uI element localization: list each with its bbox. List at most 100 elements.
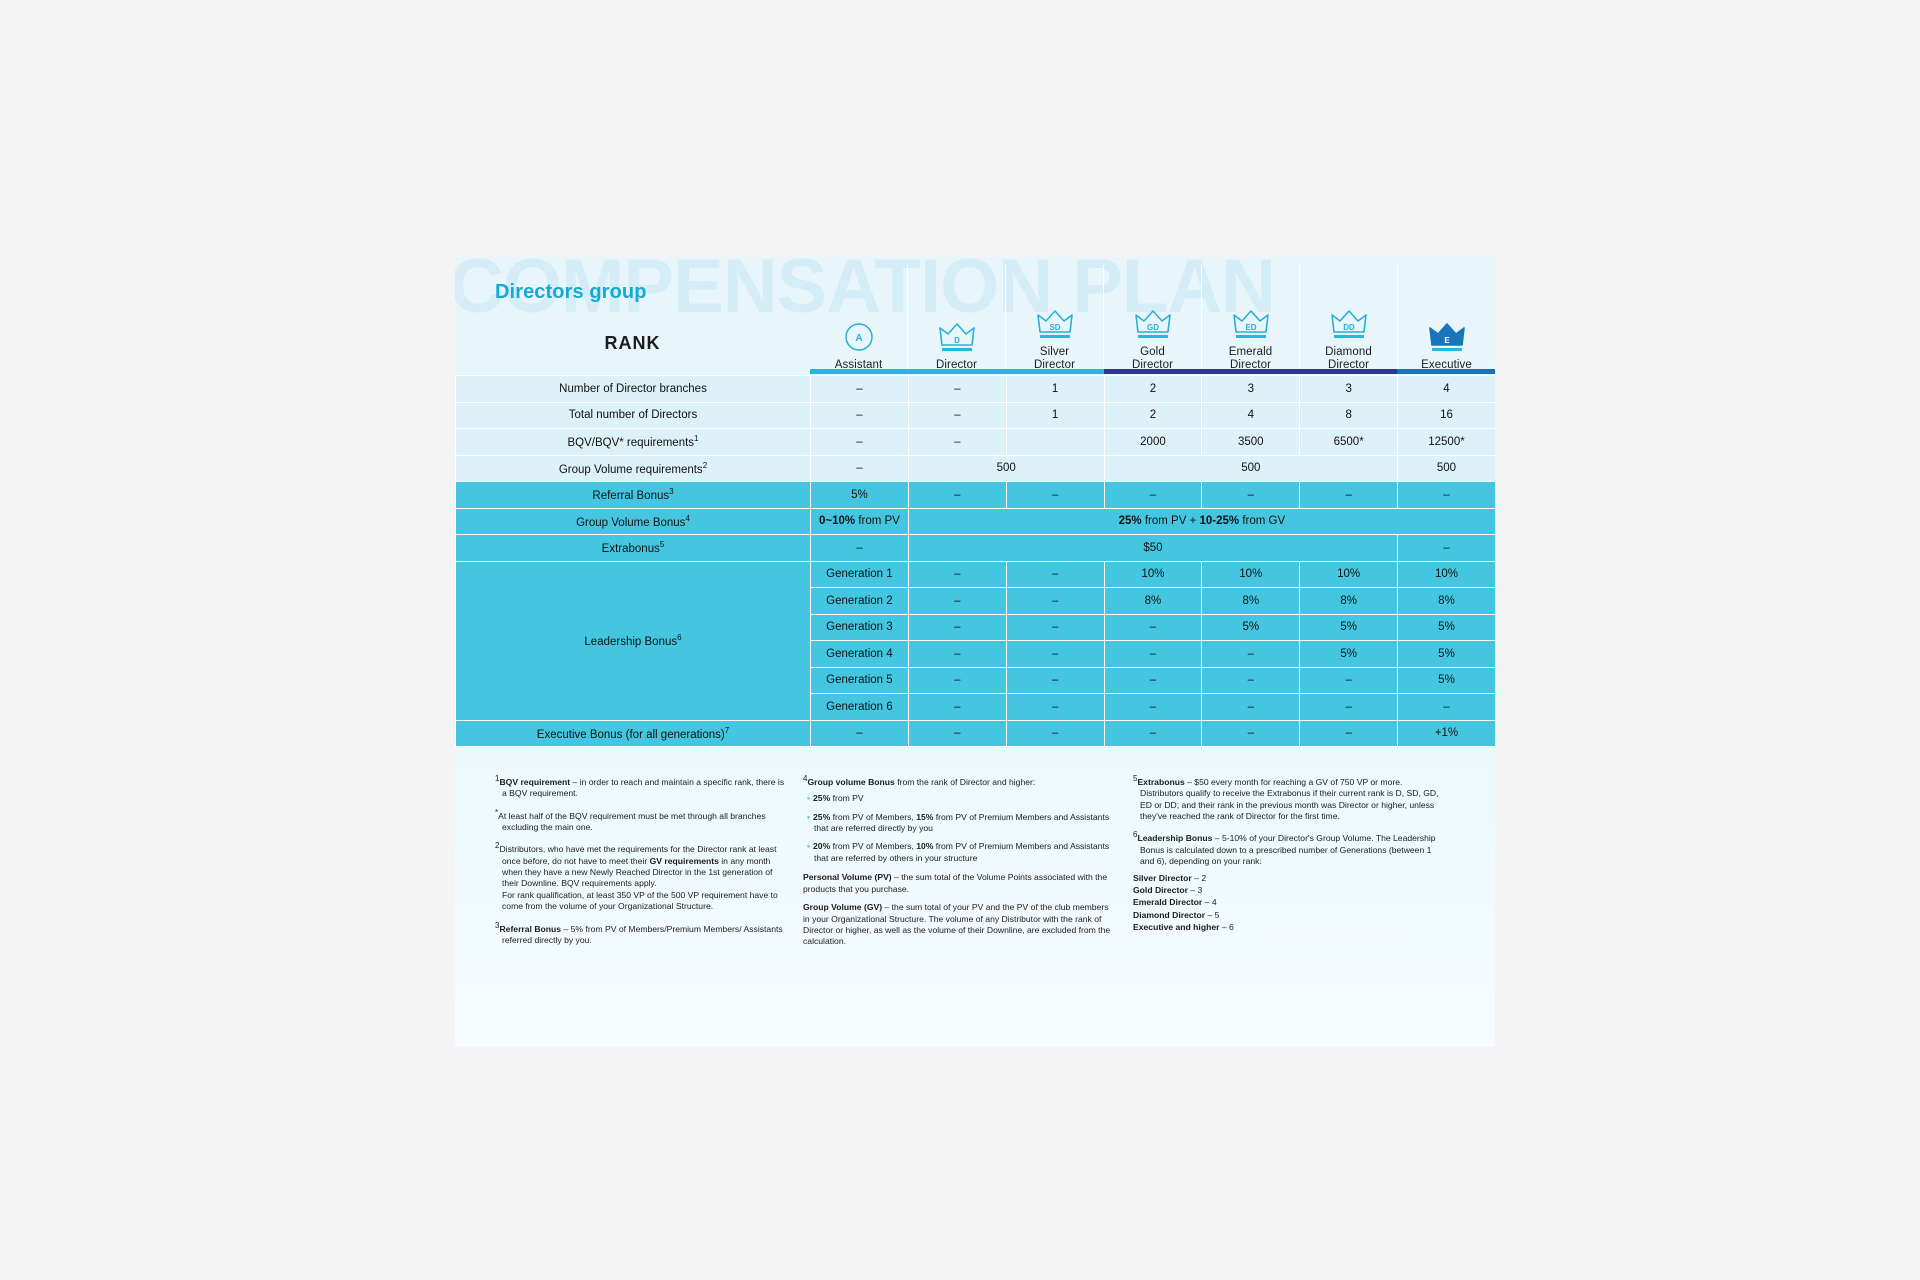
table-row: BQV/BQV* requirements1– –2000 3500 6500* 125… bbox=[455, 428, 1495, 456]
table-cell: 5% bbox=[1299, 613, 1399, 641]
footnote-star: *At least half of the BQV requirement mu… bbox=[495, 807, 766, 832]
table-cell: – bbox=[1201, 640, 1301, 668]
table-cell: – bbox=[907, 666, 1007, 694]
table-cell: – bbox=[810, 534, 909, 562]
table-cell: 1 bbox=[1005, 401, 1105, 429]
rank-bar-executive bbox=[1397, 369, 1495, 374]
definition-group-volume: Group Volume (GV) – the sum total of you… bbox=[803, 902, 1111, 947]
footnote-column-2: 4Group volume Bonus from the rank of Dir… bbox=[803, 773, 1133, 955]
table-cell: – bbox=[1103, 613, 1203, 641]
table-cell: 8% bbox=[1201, 587, 1301, 615]
table-row: Generation 5–––––5%5% bbox=[456, 666, 1495, 694]
table-cell: – bbox=[1397, 534, 1495, 562]
svg-text:D: D bbox=[954, 336, 960, 345]
table-cell: – bbox=[1201, 719, 1301, 747]
table-cell: 5% bbox=[1397, 613, 1495, 641]
svg-text:DD: DD bbox=[1343, 323, 1355, 332]
table-cell: – bbox=[907, 375, 1007, 403]
table-cell: – bbox=[907, 428, 1007, 456]
rank-bar-diamond-director bbox=[1299, 369, 1398, 374]
table-cell: 2 bbox=[1103, 375, 1203, 403]
table-row: Extrabonus5– $50– bbox=[455, 534, 1495, 562]
table-cell: 8 bbox=[1299, 401, 1399, 429]
rank-label: Executive bbox=[1421, 358, 1472, 371]
table-cell: 3500 bbox=[1201, 428, 1301, 456]
crown-filled-icon: E bbox=[1427, 314, 1467, 354]
table-row: Generation 3–––5%5%5%5% bbox=[456, 613, 1495, 641]
rank-header-director: D Director bbox=[907, 265, 1005, 375]
table-row: Leadership Bonus6 Generation 1– –10% 10% 10%… bbox=[455, 560, 1495, 721]
table-cell: – bbox=[1103, 719, 1203, 747]
table-cell: – bbox=[810, 454, 909, 482]
table-cell: 10% bbox=[1201, 560, 1301, 588]
table-cell: – bbox=[907, 613, 1007, 641]
table-row: Number of Director branches – –1 2 3 3 4 bbox=[455, 375, 1495, 403]
footnote-column-3: 5Extrabonus – $50 every month for reachi… bbox=[1133, 773, 1463, 955]
footnote-column-1: 1BQV requirement – in order to reach and… bbox=[455, 773, 803, 955]
table-cell: – bbox=[1005, 719, 1105, 747]
crown-outline-icon: DD bbox=[1329, 301, 1369, 341]
table-cell: 4 bbox=[1201, 401, 1301, 429]
leadership-generation-item: Executive and higher – 6 bbox=[1133, 922, 1234, 933]
table-cell: – bbox=[1005, 560, 1105, 588]
rank-bar-gold-director bbox=[1103, 369, 1202, 374]
leadership-bonus-label: Leadership Bonus6 bbox=[455, 560, 811, 721]
table-cell: 500 bbox=[907, 454, 1105, 482]
rank-header-row: A Assistant D Director SD Silver Director GD Gol… bbox=[810, 265, 1495, 375]
footnote-1: 1BQV requirement – in order to reach and… bbox=[495, 774, 785, 799]
table-cell: – bbox=[1397, 693, 1495, 721]
table-cell: – bbox=[1201, 481, 1301, 509]
table-cell: – bbox=[907, 719, 1007, 747]
leadership-generation-item: Diamond Director – 5 bbox=[1133, 909, 1220, 920]
table-cell: 4 bbox=[1397, 375, 1495, 403]
table-cell: – bbox=[1103, 693, 1203, 721]
table-cell: 8% bbox=[1299, 587, 1399, 615]
svg-text:E: E bbox=[1444, 336, 1450, 345]
footnote-4-bullet-2: 25% from PV of Members, 15% from PV of P… bbox=[803, 812, 1117, 835]
rank-header-executive: E Executive bbox=[1397, 265, 1495, 375]
footnotes: 1BQV requirement – in order to reach and… bbox=[455, 747, 1495, 955]
rank-header-assistant: A Assistant bbox=[810, 265, 907, 375]
table-cell: 5% bbox=[1397, 640, 1495, 668]
table-cell: – bbox=[1103, 481, 1203, 509]
table-cell: 5% bbox=[1299, 640, 1399, 668]
rank-label: Gold Director bbox=[1131, 346, 1174, 371]
row-label: Extrabonus5 bbox=[455, 534, 811, 562]
rank-label: Silver Director bbox=[1033, 346, 1076, 371]
circle-badge-icon: A bbox=[842, 314, 876, 354]
footnote-3: 3Referral Bonus – 5% from PV of Members/… bbox=[495, 920, 783, 945]
generation-label: Generation 6 bbox=[810, 693, 909, 721]
table-cell: 10% bbox=[1299, 560, 1399, 588]
row-label: Group Volume Bonus4 bbox=[455, 507, 811, 535]
table-cell: – bbox=[1397, 481, 1495, 509]
table-cell: 10% bbox=[1103, 560, 1203, 588]
table-cell: +1% bbox=[1397, 719, 1495, 747]
footnote-4-bullet-1: 25% from PV bbox=[803, 793, 1117, 804]
svg-text:ED: ED bbox=[1245, 323, 1256, 332]
footnote-2: 2Distributors, who have met the requirem… bbox=[495, 841, 778, 912]
rank-bar-silver-director bbox=[1005, 369, 1104, 374]
rank-header-diamond-director: DD Diamond Director bbox=[1299, 265, 1397, 375]
table-cell: 500 bbox=[1397, 454, 1495, 482]
table-cell: – bbox=[1201, 666, 1301, 694]
table-cell: – bbox=[1299, 666, 1399, 694]
table-row: Generation 2––8%8%8%8%8% bbox=[456, 587, 1495, 615]
rank-header-gold-director: GD Gold Director bbox=[1103, 265, 1201, 375]
table-cell: – bbox=[1005, 481, 1105, 509]
table-cell: 8% bbox=[1397, 587, 1495, 615]
table-cell: – bbox=[810, 401, 909, 429]
table-cell: – bbox=[1299, 693, 1399, 721]
row-label: Number of Director branches bbox=[455, 375, 811, 403]
crown-outline-icon: SD bbox=[1035, 301, 1075, 341]
table-cell: – bbox=[1201, 693, 1301, 721]
generation-label: Generation 5 bbox=[810, 666, 909, 694]
leadership-generation-list: Silver Director – 2 Gold Director – 3 Emer… bbox=[1133, 873, 1447, 934]
rank-label: Emerald Director bbox=[1228, 346, 1273, 371]
footnote-4: 4Group volume Bonus from the rank of Dir… bbox=[803, 774, 1036, 787]
table-cell: – bbox=[1005, 666, 1105, 694]
table-cell: – bbox=[810, 428, 909, 456]
table-cell: 6500* bbox=[1299, 428, 1399, 456]
table-cell: – bbox=[1299, 481, 1399, 509]
table-cell: – bbox=[1103, 666, 1203, 694]
generation-label: Generation 4 bbox=[810, 640, 909, 668]
